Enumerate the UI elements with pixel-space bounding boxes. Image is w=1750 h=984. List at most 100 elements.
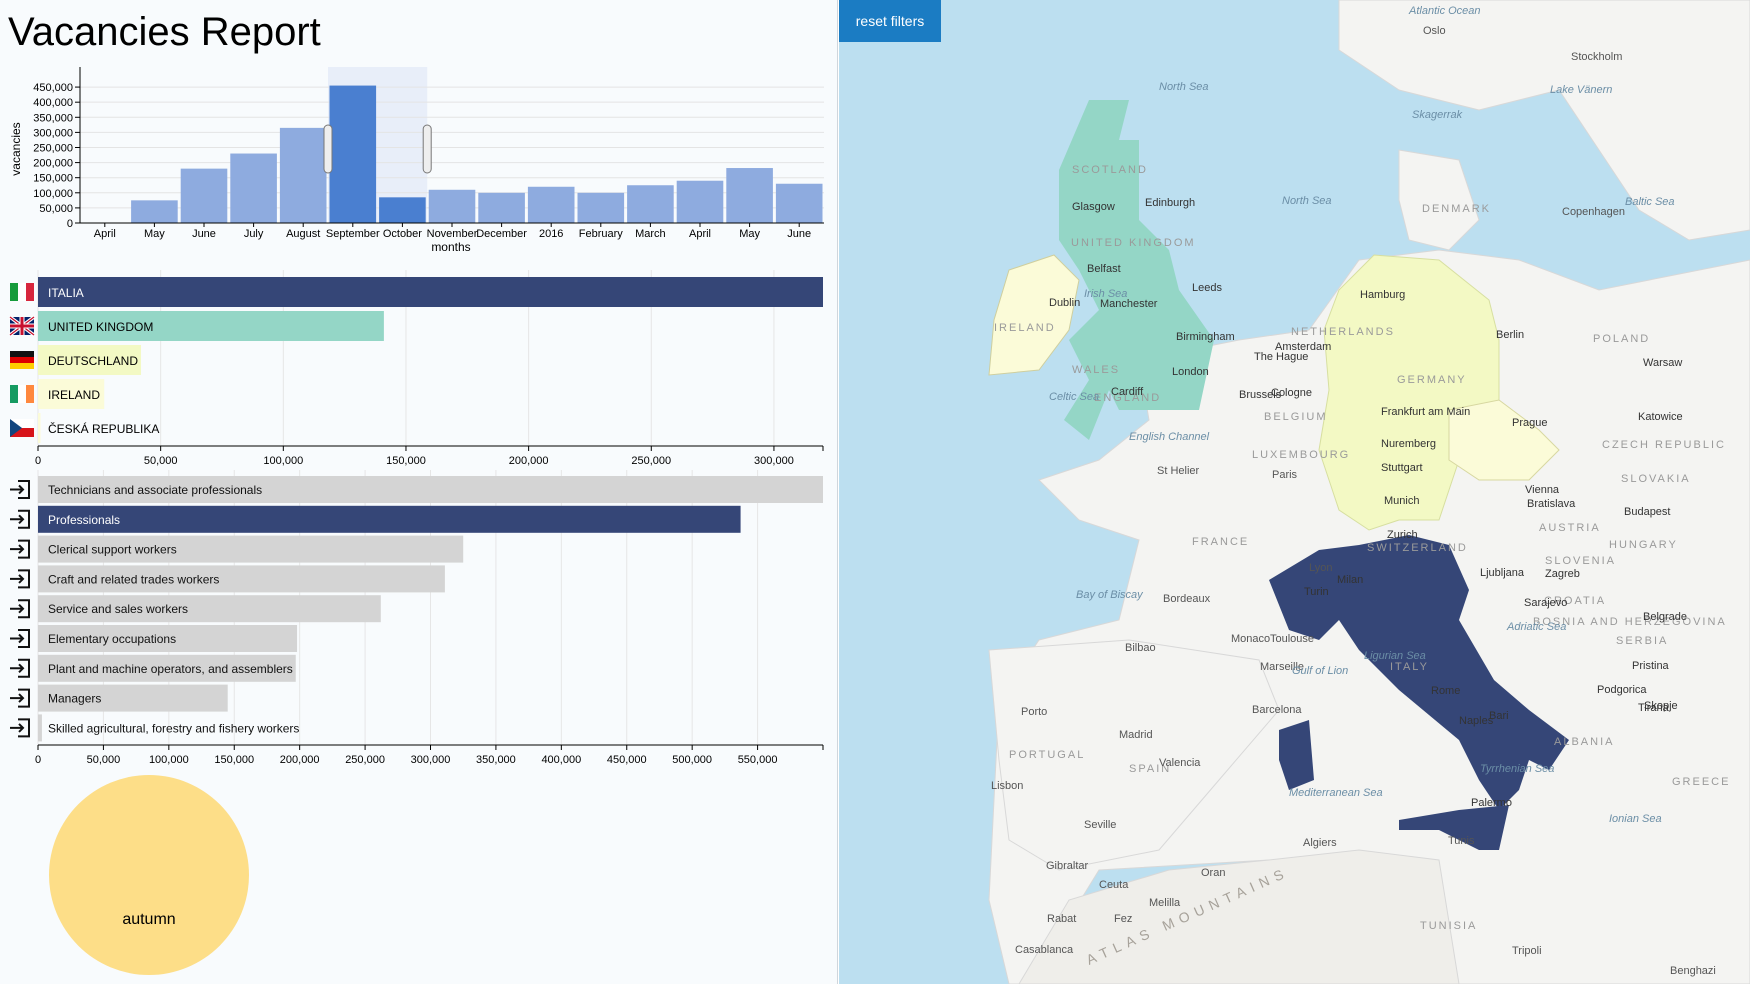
uk-country-shape[interactable] xyxy=(1059,100,1214,440)
month-bar[interactable] xyxy=(775,183,823,223)
country-vacancies-chart[interactable]: ITALIA UNITED KINGDOM DEUTSCHLAND IRELAND ČE… xyxy=(0,270,838,470)
x-tick-label: May xyxy=(144,228,165,240)
drill-in-icon[interactable] xyxy=(10,688,30,708)
x-tick-label: 100,000 xyxy=(149,754,189,766)
europe-map[interactable]: SCOTLAND UNITED KINGDOM WALES ENGLAND IRELAN… xyxy=(839,0,1750,984)
occupation-bar[interactable] xyxy=(38,684,228,712)
month-bar[interactable] xyxy=(478,192,525,223)
occupation-label: Plant and machine operators, and assembl… xyxy=(48,662,293,676)
map-city-label: Melilla xyxy=(1149,897,1181,909)
drill-in-icon[interactable] xyxy=(10,658,30,678)
occupation-bar[interactable] xyxy=(38,535,464,563)
drill-in-icon[interactable] xyxy=(10,480,30,499)
ireland-country-shape[interactable] xyxy=(988,254,1080,376)
map-city-label: Turin xyxy=(1304,586,1329,598)
occupation-row[interactable]: Elementary occupations xyxy=(38,625,298,652)
occupation-vacancies-chart[interactable]: Technicians and associate professionals P… xyxy=(0,470,838,766)
map-city-label: Birmingham xyxy=(1176,331,1235,343)
map-country-label: ENGLAND xyxy=(1094,392,1161,404)
occupation-row[interactable]: Technicians and associate professionals xyxy=(38,476,823,503)
map-city-label: Rabat xyxy=(1047,913,1076,925)
occupation-row[interactable]: Plant and machine operators, and assembl… xyxy=(38,654,296,682)
brush-handle-left[interactable] xyxy=(323,124,333,174)
country-row[interactable]: UNITED KINGDOM xyxy=(38,311,384,341)
map-city-label: Glasgow xyxy=(1072,201,1115,213)
month-bar[interactable] xyxy=(726,168,773,223)
map-city-label: Madrid xyxy=(1119,729,1153,741)
season-pie-chart[interactable]: autumn xyxy=(25,765,275,984)
y-axis-title: vacancies xyxy=(9,122,23,175)
map-country-label: NETHERLANDS xyxy=(1291,326,1395,338)
map-country-label: LUXEMBOURG xyxy=(1252,449,1350,461)
map-city-label: London xyxy=(1172,366,1209,378)
month-bar[interactable] xyxy=(230,153,277,223)
occupation-bar[interactable] xyxy=(38,595,381,623)
map-canvas[interactable]: SCOTLAND UNITED KINGDOM WALES ENGLAND IRELAN… xyxy=(839,0,1750,984)
occupation-bar[interactable] xyxy=(38,654,296,682)
map-city-label: Leeds xyxy=(1192,282,1222,294)
drill-in-icon[interactable] xyxy=(10,718,30,738)
map-country-label: CZECH REPUBLIC xyxy=(1602,439,1726,451)
season-slice[interactable] xyxy=(49,775,249,975)
map-water-label: North Sea xyxy=(1159,81,1209,93)
occupation-bar[interactable] xyxy=(38,714,42,742)
drill-in-icon[interactable] xyxy=(10,539,30,559)
country-row[interactable]: ITALIA xyxy=(38,277,823,307)
reset-filters-button[interactable]: reset filters xyxy=(839,0,941,42)
month-bar[interactable] xyxy=(329,85,377,223)
monthly-vacancies-chart[interactable]: 0 50,000 100,000 150,000 200,000 250,000 300,0… xyxy=(0,65,838,325)
month-bar[interactable] xyxy=(577,192,625,223)
country-bar[interactable] xyxy=(38,311,384,341)
map-country-label: CROATIA xyxy=(1544,595,1606,607)
occupation-bar[interactable] xyxy=(38,625,298,652)
month-bar[interactable] xyxy=(428,189,476,223)
country-row[interactable]: IRELAND xyxy=(38,379,105,409)
map-city-label: Nuremberg xyxy=(1381,438,1436,450)
month-bar[interactable] xyxy=(676,180,724,223)
map-country-label: IRELAND xyxy=(994,322,1056,334)
country-bar[interactable] xyxy=(38,277,823,307)
czech-country-shape[interactable] xyxy=(1448,399,1560,481)
occupation-bar[interactable] xyxy=(38,565,445,593)
x-tick-label: 500,000 xyxy=(672,754,712,766)
country-row[interactable]: DEUTSCHLAND xyxy=(38,345,142,375)
map-city-label: Monaco xyxy=(1231,633,1270,645)
occupation-row[interactable]: Service and sales workers xyxy=(38,595,381,623)
map-city-label: Tripoli xyxy=(1512,945,1542,957)
country-bar[interactable] xyxy=(38,413,41,443)
drill-in-icon[interactable] xyxy=(10,509,30,529)
month-bar[interactable] xyxy=(627,185,674,223)
x-tick-label: April xyxy=(94,228,116,240)
occupation-label: Technicians and associate professionals xyxy=(48,483,262,497)
occupation-bar[interactable] xyxy=(38,505,741,533)
drill-in-icon[interactable] xyxy=(10,629,30,648)
occupation-row[interactable]: Skilled agricultural, forestry and fishe… xyxy=(38,714,299,742)
month-bar[interactable] xyxy=(180,168,228,223)
sardinia-shape[interactable] xyxy=(1279,720,1314,790)
it-flag-icon xyxy=(10,283,34,301)
x-tick-label: 150,000 xyxy=(214,754,254,766)
occupation-row[interactable]: Professionals xyxy=(38,505,741,533)
map-city-label: Palermo xyxy=(1471,797,1512,809)
map-country-label: AUSTRIA xyxy=(1539,522,1601,534)
occupation-row[interactable]: Craft and related trades workers xyxy=(38,565,445,593)
month-bar[interactable] xyxy=(279,127,327,223)
occupation-row[interactable]: Managers xyxy=(38,684,228,712)
country-row[interactable]: ČESKÁ REPUBLIKA xyxy=(38,413,159,443)
month-bar[interactable] xyxy=(527,186,575,223)
map-country-label: SLOVAKIA xyxy=(1621,473,1691,485)
occupation-bar[interactable] xyxy=(38,476,823,503)
occupation-label: Clerical support workers xyxy=(48,543,177,557)
brush-handle-right[interactable] xyxy=(422,124,432,174)
month-bar[interactable] xyxy=(379,197,426,223)
map-country-label: SWITZERLAND xyxy=(1367,542,1468,554)
italy-country-shape[interactable] xyxy=(1269,535,1569,810)
country-label: ITALIA xyxy=(48,286,84,300)
month-bar[interactable] xyxy=(131,200,178,223)
drill-in-icon[interactable] xyxy=(10,599,30,619)
drill-in-icon[interactable] xyxy=(10,569,30,589)
country-bar[interactable] xyxy=(38,379,105,409)
occupation-row[interactable]: Clerical support workers xyxy=(38,535,464,563)
sicily-shape[interactable] xyxy=(1399,805,1509,850)
country-bar[interactable] xyxy=(38,345,142,375)
